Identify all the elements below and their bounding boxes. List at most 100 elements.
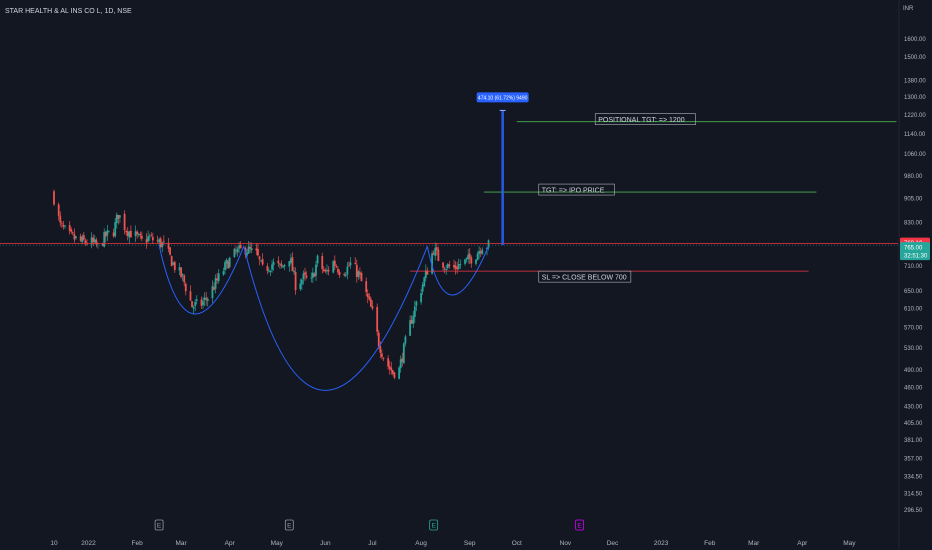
candle-body	[302, 273, 305, 280]
price-axis-tick: 296.50	[904, 508, 923, 514]
price-axis-tick: 490.00	[904, 368, 923, 374]
candle-body	[335, 266, 338, 268]
candle	[191, 301, 193, 308]
candle	[420, 288, 422, 305]
candle	[468, 248, 471, 265]
candle-body	[360, 273, 363, 282]
candle	[310, 272, 313, 283]
candle-body	[398, 367, 401, 379]
candle-body	[379, 346, 382, 353]
candle	[145, 233, 148, 249]
candle-body	[468, 253, 471, 259]
annotation-box[interactable]: SL => CLOSE BELOW 700	[538, 270, 632, 283]
price-axis-tick: 570.00	[904, 326, 923, 332]
candle	[172, 261, 175, 266]
candle-body	[322, 269, 325, 271]
candle-body	[145, 239, 148, 243]
candle-body	[272, 262, 275, 265]
annotation-box[interactable]: POSITIONAL TGT: => 1200	[594, 113, 696, 125]
earnings-marker-box	[284, 519, 294, 531]
candle	[380, 349, 383, 360]
candle-body	[305, 275, 308, 278]
candle-body	[421, 284, 424, 292]
candle-body	[167, 242, 170, 249]
time-axis-tick: May	[271, 540, 284, 547]
candle	[137, 232, 140, 238]
time-axis-tick: Sep	[464, 540, 476, 547]
candle-body	[169, 247, 171, 255]
candle-body	[260, 260, 262, 262]
candle-body	[464, 259, 466, 264]
candle-body	[380, 353, 383, 357]
candle-body	[136, 231, 139, 235]
candle	[327, 266, 330, 276]
candle-body	[487, 240, 490, 248]
candle	[415, 300, 418, 312]
candle-body	[125, 230, 128, 233]
candle	[181, 273, 184, 282]
candle	[180, 267, 182, 279]
candle	[125, 229, 128, 236]
candle-body	[388, 366, 391, 369]
candle	[346, 262, 349, 280]
earnings-marker[interactable]: E	[429, 519, 439, 531]
earnings-marker[interactable]: E	[284, 519, 294, 531]
price-axis-tick: 1140.00	[904, 132, 926, 138]
candle	[170, 255, 173, 267]
time-axis-tick: Mar	[175, 540, 187, 547]
candle	[467, 249, 470, 264]
time-axis[interactable]: 10 2022 Feb Mar Apr May Jun Jul Aug Sep Oct Nov Dec 2…	[50, 540, 856, 547]
candle	[178, 263, 181, 276]
candle-body	[368, 296, 371, 300]
measure-bar[interactable]	[501, 110, 504, 246]
candle	[391, 369, 394, 376]
candle	[348, 261, 350, 267]
candle	[338, 269, 341, 278]
candle-body	[181, 274, 184, 276]
candle-body	[413, 306, 416, 317]
price-levels-layer	[0, 243, 898, 246]
candle	[404, 334, 407, 347]
candle-body	[437, 249, 440, 262]
candle	[324, 268, 327, 273]
candle-body	[62, 224, 65, 227]
candle	[421, 281, 424, 295]
candle-body	[117, 214, 120, 219]
candle	[443, 266, 446, 274]
candle-body	[359, 272, 361, 275]
candle	[382, 357, 385, 361]
candle	[148, 233, 151, 241]
annotation-box[interactable]: TGT: => IPO PRICE	[538, 183, 615, 196]
candle	[293, 266, 295, 275]
candle-body	[431, 253, 433, 274]
candle-body	[454, 265, 457, 269]
candle	[112, 228, 115, 238]
price-axis-tick: 650.00	[904, 289, 923, 295]
earnings-marker[interactable]: E	[575, 519, 584, 531]
pattern-curve	[243, 246, 428, 391]
candle-body	[288, 261, 291, 267]
measure-tool[interactable]: 474.10 (61.72%) 9490	[476, 92, 529, 246]
candle	[156, 235, 159, 243]
candle	[95, 237, 98, 248]
price-axis-tick: 460.00	[904, 385, 923, 391]
candle	[192, 305, 195, 315]
candle-body	[202, 301, 204, 306]
time-axis-tick: Apr	[797, 540, 808, 547]
candle	[266, 263, 269, 275]
countdown-text: 32:51:30	[904, 254, 928, 260]
candle-body	[299, 283, 302, 290]
candle	[288, 261, 291, 272]
candle	[84, 238, 87, 246]
candle	[453, 259, 455, 270]
candle-body	[73, 234, 76, 240]
candle	[103, 228, 106, 248]
price-axis-tick: 430.00	[904, 404, 923, 410]
candle	[398, 365, 401, 380]
price-axis[interactable]: INR 1600.00 1500.00 1380.00 1300.00 1220.00 11…	[898, 0, 930, 550]
candle	[476, 251, 479, 261]
candle-body	[118, 215, 121, 218]
candle	[260, 259, 262, 263]
earnings-marker[interactable]: E	[154, 519, 164, 531]
